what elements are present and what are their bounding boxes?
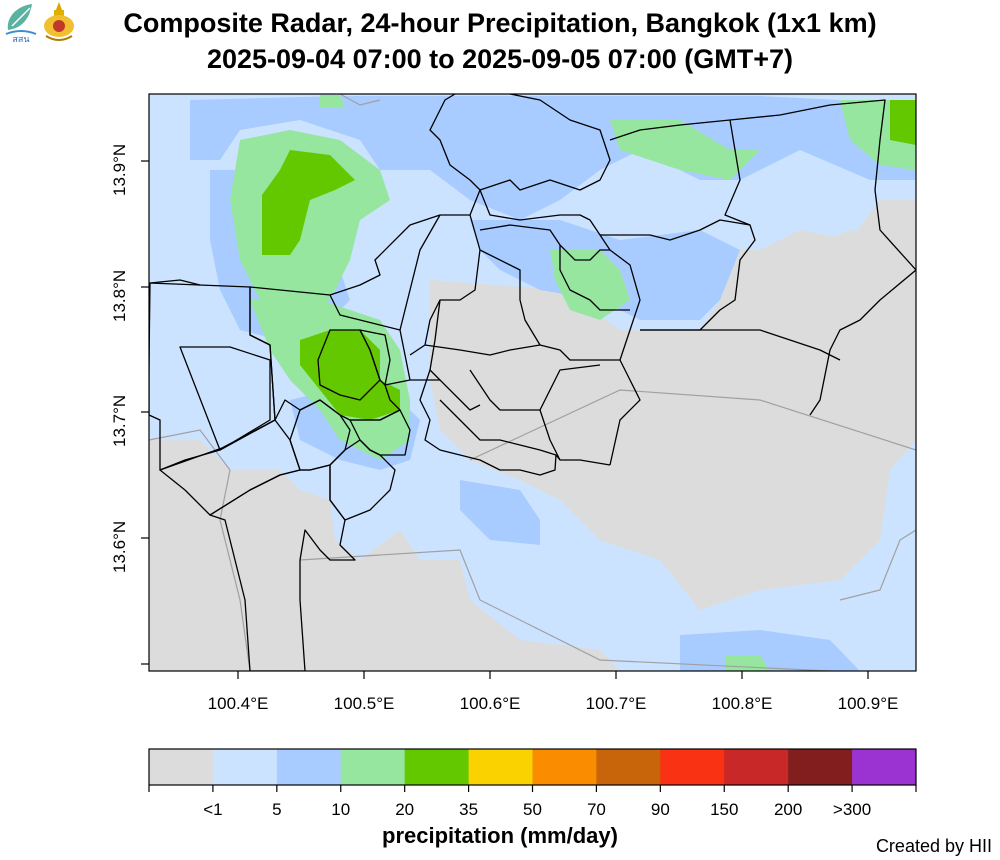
legend-swatch	[149, 749, 214, 785]
rain-zone-dry-northeast	[760, 200, 916, 280]
rain-zone-10-20-north	[190, 96, 916, 220]
legend-swatch	[404, 749, 470, 785]
svg-text:สสน: สสน	[12, 35, 29, 44]
legend-swatch	[532, 749, 597, 785]
rain-zone-dry-southwest	[149, 440, 620, 671]
legend-label: 150	[710, 800, 739, 819]
y-tick-label: 13.6°N	[110, 520, 129, 573]
credit-text: Created by HII	[875, 836, 992, 856]
rain-zone-dry-east	[430, 230, 916, 610]
map-title: Composite Radar, 24-hour Precipitation, …	[123, 8, 877, 38]
district-boundaries	[149, 94, 916, 671]
legend-label: 20	[395, 800, 415, 819]
rain-zone-20-35-strip	[320, 95, 345, 108]
x-tick-label: 100.5°E	[333, 694, 395, 713]
legend-label: 5	[272, 800, 282, 819]
x-tick-label: 100.8°E	[711, 694, 773, 713]
legend-swatch	[340, 749, 406, 785]
rain-zone-20-35-northeast	[610, 120, 760, 180]
legend-label: 10	[331, 800, 351, 819]
y-tick-label: 13.9°N	[110, 143, 129, 196]
legend-swatch	[212, 749, 278, 785]
x-tick-label: 100.9°E	[837, 694, 899, 713]
map-subtitle: 2025-09-04 07:00 to 2025-09-05 07:00 (GM…	[206, 44, 794, 74]
y-tick-label: 13.8°N	[110, 269, 129, 322]
legend-label: 70	[586, 800, 606, 819]
y-tick-label: 13.7°N	[110, 394, 129, 447]
rain-zone-10-20-south	[460, 480, 540, 545]
rain-zone-35-50-center	[300, 330, 400, 420]
legend-label: 50	[523, 800, 542, 819]
legend-label: <1	[203, 800, 223, 819]
agency-logo: สสน	[5, 4, 37, 44]
map-frame	[148, 93, 917, 672]
legend-swatch	[724, 749, 789, 785]
axis-ticks	[141, 160, 869, 679]
rain-zone-35-50-corner	[890, 100, 916, 145]
legend-swatch	[276, 749, 342, 785]
rain-zone-35-50-north	[262, 150, 355, 255]
legend-label: 35	[459, 800, 479, 819]
x-tick-label: 100.7°E	[585, 694, 647, 713]
legend-swatch	[788, 749, 853, 785]
legend-label: 200	[773, 800, 803, 819]
legend-title: precipitation (mm/day)	[382, 823, 618, 848]
x-tick-label: 100.6°E	[459, 694, 521, 713]
legend-swatch	[660, 749, 725, 785]
x-tick-label: 100.4°E	[207, 694, 269, 713]
legend-colorbar	[148, 748, 917, 792]
legend-swatch	[596, 749, 661, 785]
legend-swatch	[852, 749, 917, 785]
royal-emblem-logo	[44, 2, 74, 41]
legend-swatch	[468, 749, 533, 785]
rain-zone-20-35-east	[550, 250, 630, 320]
legend-label: 90	[650, 800, 670, 819]
legend-label: >300	[832, 800, 872, 819]
